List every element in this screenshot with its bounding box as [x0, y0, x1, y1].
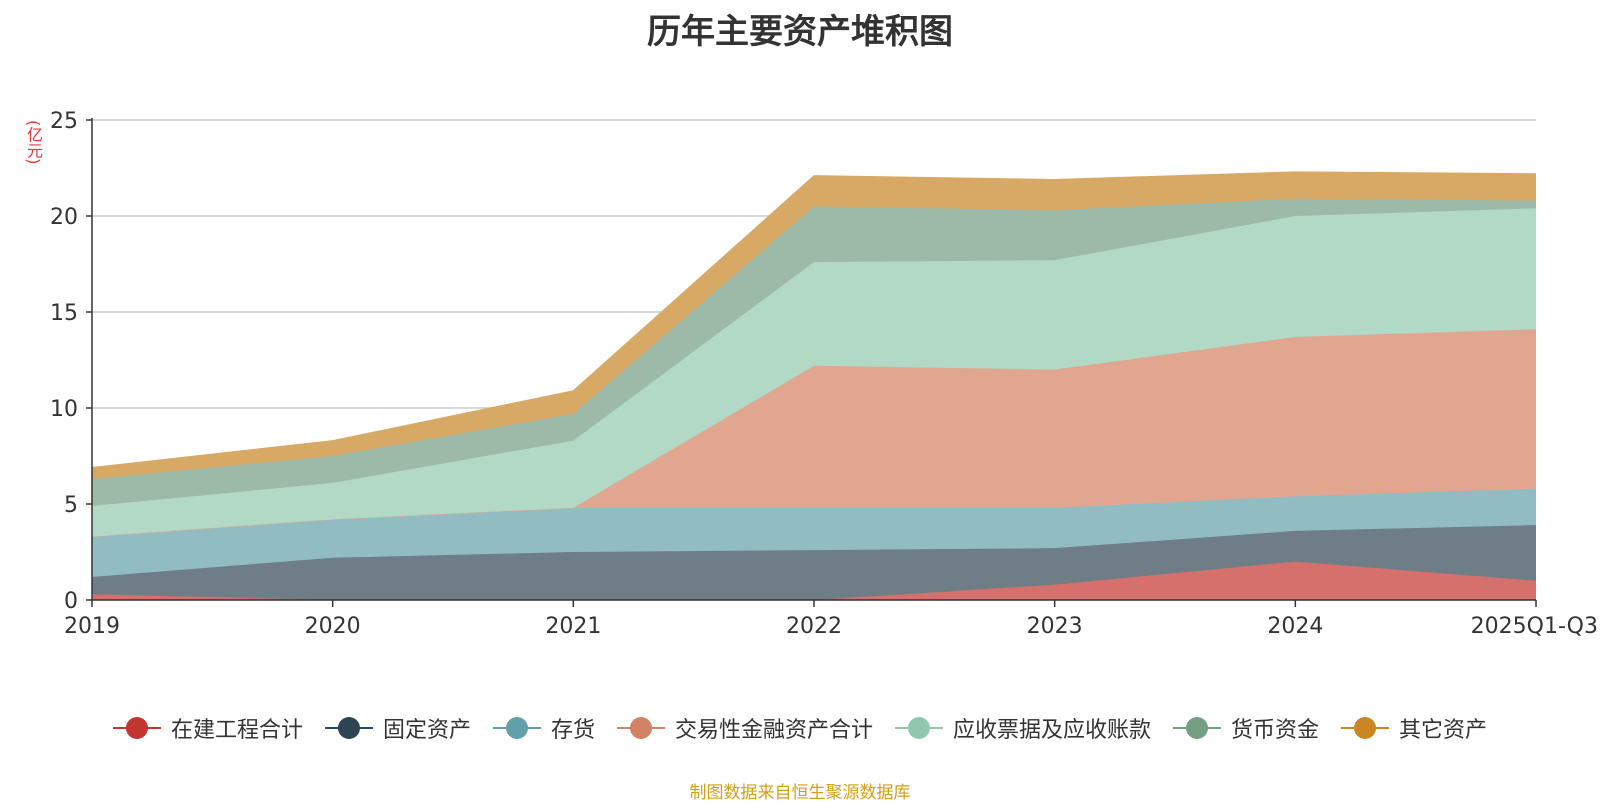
legend-marker-icon: [112, 716, 161, 740]
x-tick-label: 2024: [1267, 614, 1323, 639]
legend-item[interactable]: 在建工程合计: [112, 712, 303, 744]
legend-marker-icon: [492, 716, 541, 740]
legend-marker-icon: [616, 716, 665, 740]
area-series: [91, 171, 1537, 601]
legend-marker-icon: [324, 716, 373, 740]
y-tick-label: 15: [50, 301, 78, 326]
y-tick-label: 25: [50, 109, 78, 134]
area-series-2[interactable]: [92, 488, 1536, 577]
source-note: 制图数据来自恒生聚源数据库: [689, 783, 911, 803]
legend-marker-icon: [1173, 716, 1222, 740]
legend-label: 固定资产: [382, 718, 471, 743]
y-tick-label: 5: [64, 493, 78, 518]
stacked-area-chart: 0 5 10 15 20 25 2019 2020 2021 2022 2023 2024 2025Q1…: [50, 109, 1598, 639]
legend: 在建工程合计 固定资产 存货 交易性金融资产合计 应收票据及应收账款 货币资金 其它资产: [0, 712, 1600, 744]
x-tick-label: 2023: [1027, 614, 1083, 639]
legend-item[interactable]: 存货: [492, 712, 595, 744]
chart-title: 历年主要资产堆积图: [647, 12, 953, 52]
x-tick-label: 2022: [786, 614, 842, 639]
legend-label: 交易性金融资产合计: [674, 718, 873, 743]
x-tick-label: 2019: [64, 614, 120, 639]
area-series-5[interactable]: [92, 198, 1536, 506]
area-series-6-line: [91, 171, 1537, 469]
area-series-4[interactable]: [92, 208, 1536, 537]
y-tick-label: 20: [50, 205, 78, 230]
legend-item[interactable]: 固定资产: [324, 712, 471, 744]
y-axis-unit-label: (亿元): [24, 120, 43, 165]
x-tick-label: 2020: [305, 614, 361, 639]
tick-labels: 0 5 10 15 20 25 2019 2020 2021 2022 2023 2024 2025Q1…: [50, 109, 1598, 639]
area-series-3[interactable]: [92, 329, 1536, 537]
legend-item[interactable]: 其它资产: [1341, 712, 1487, 744]
legend-label: 应收票据及应收账款: [953, 718, 1152, 743]
legend-label: 其它资产: [1399, 718, 1488, 743]
legend-item[interactable]: 货币资金: [1173, 712, 1319, 744]
legend-label: 在建工程合计: [170, 718, 303, 743]
legend-item[interactable]: 应收票据及应收账款: [895, 712, 1151, 744]
legend-item[interactable]: 交易性金融资产合计: [616, 712, 873, 744]
x-tick-label: 2025Q1-Q3: [1471, 614, 1598, 639]
axes: [86, 118, 1537, 607]
x-tick-label: 2021: [545, 614, 601, 639]
y-tick-label: 10: [50, 397, 78, 422]
legend-label: 存货: [550, 718, 595, 743]
y-tick-label: 0: [64, 589, 78, 614]
area-series-0[interactable]: [92, 561, 1536, 600]
legend-marker-icon: [895, 716, 943, 740]
legend-label: 货币资金: [1231, 718, 1320, 743]
area-series-1[interactable]: [92, 525, 1536, 600]
legend-marker-icon: [1341, 716, 1390, 740]
